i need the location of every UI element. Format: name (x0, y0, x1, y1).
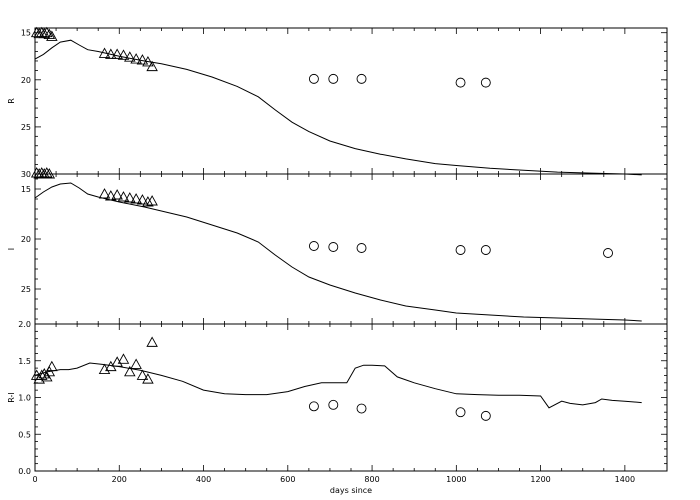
panel-3-circle-point (480, 410, 491, 421)
panel-3-triangle-point (142, 373, 154, 384)
panel-1-circle-point (308, 73, 319, 84)
panel-1-ytick-label: 15 (21, 29, 31, 38)
panel-1-triangle-point (146, 60, 158, 72)
panel-3-triangle-point (130, 358, 142, 369)
panel-1-triangle-point (38, 27, 51, 39)
panel-1-circle-point (455, 77, 466, 88)
panel-2-triangle-point (142, 196, 154, 207)
panel-3-circle-point (356, 403, 367, 414)
panel-1-circle-point (328, 73, 339, 84)
panel-2-ytick-label: 15 (21, 185, 31, 194)
panel-2-triangle-point (146, 195, 158, 206)
panel-1-triangle-point (46, 30, 58, 41)
panel-3-circle-point (455, 407, 466, 418)
panel-2-ytick-label: 25 (21, 285, 31, 294)
panel-2-circle-point (356, 243, 367, 253)
panel-3-ytick-label: 1.5 (18, 357, 31, 366)
panel-2-triangle-point (43, 168, 56, 179)
panel-2-circle-point (308, 241, 319, 251)
panel-3-xtick-label: 400 (196, 475, 211, 484)
panel-1-triangle-point (98, 47, 111, 58)
panel-1-triangle-point (117, 49, 130, 60)
panel-2-circle-point (603, 248, 613, 258)
panel-3-ytick-label: 1.0 (18, 394, 31, 403)
panel-3-triangle-point (38, 368, 51, 379)
panel-3-xtick-label: 1200 (530, 475, 550, 484)
panel-3-model-curve (34, 362, 642, 409)
panel-3-triangle-point (117, 353, 130, 364)
panel-1-ytick-label: 25 (21, 123, 31, 132)
panel-3-xtick-label: 0 (32, 475, 37, 484)
panel-3-triangle-point (43, 365, 56, 377)
panel-2-triangle-point (111, 189, 123, 200)
panel-1-ytick-label: 30 (21, 170, 31, 179)
panel-1-triangle-point (111, 48, 123, 59)
panel-3-xtick-label: 1400 (615, 475, 635, 484)
panel-2-triangle-point (105, 190, 117, 201)
panel-1-model-curve (34, 39, 642, 176)
panel-3-ylabel: R-I (7, 392, 16, 402)
panel-2-ytick-label: 20 (21, 235, 31, 244)
panel-3-triangle-point (136, 369, 149, 380)
panel-3-xtick-label: 600 (280, 475, 295, 484)
panel-3-triangle-point (35, 369, 48, 380)
panel-1-triangle-point (43, 28, 56, 40)
panel-3-ytick-label: 0.5 (18, 430, 31, 439)
panel-2-circle-point (455, 245, 466, 255)
panel-3-circle-point (328, 399, 339, 410)
panel-1-triangle-point (41, 26, 53, 38)
panel-3-triangle-point (146, 336, 158, 347)
panel-1-frame (34, 27, 668, 175)
panel-2-triangle-point (98, 188, 111, 199)
panel-3-triangle-point (124, 365, 136, 377)
panel-2-model-curve (34, 182, 642, 322)
panel-3-xtick-label: 800 (364, 475, 379, 484)
panel-1-triangle-point (136, 54, 149, 65)
panel-1-ylabel: R (7, 98, 16, 104)
panel-2-circle-point (480, 245, 491, 255)
panel-2-circle-point (328, 242, 339, 252)
panel-1-ytick-label: 20 (21, 76, 31, 85)
panel-3-xtick-label: 1000 (446, 475, 466, 484)
panel-3-triangle-point (41, 370, 53, 382)
panel-2-ylabel: I (7, 248, 16, 250)
panel-1-circle-point (356, 73, 367, 84)
panel-3-frame (34, 323, 668, 472)
panel-3-ytick-label: 2.0 (18, 320, 31, 329)
panel-3-circle-point (308, 401, 319, 412)
panel-1-triangle-point (35, 26, 48, 38)
panel-2-triangle-point (124, 192, 136, 203)
panel-2-frame (34, 173, 668, 325)
panel-1-triangle-point (142, 55, 154, 67)
panel-2-triangle-point (136, 194, 149, 205)
panel-1-circle-point (480, 77, 491, 88)
panel-2-triangle-point (41, 167, 53, 178)
panel-2-triangle-point (130, 193, 142, 204)
panel-3-ytick-label: 0.0 (18, 467, 31, 476)
panel-1-triangle-point (105, 48, 117, 59)
panel-3-xlabel: days since (330, 486, 372, 495)
panel-2-triangle-point (117, 191, 130, 202)
panel-1-triangle-point (130, 53, 142, 64)
panel-1-triangle-point (124, 51, 136, 62)
panel-3-triangle-point (46, 360, 58, 372)
panel-3-xtick-label: 200 (112, 475, 127, 484)
